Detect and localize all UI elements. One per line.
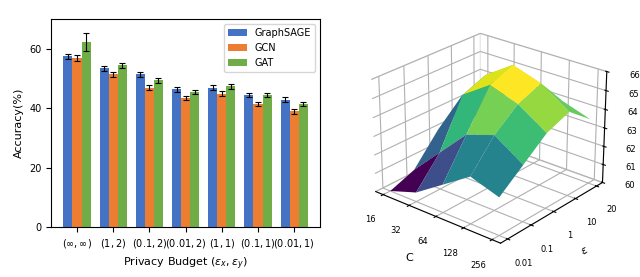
Bar bbox=[109, 74, 118, 227]
Bar bbox=[208, 88, 217, 227]
Bar bbox=[145, 88, 154, 227]
Y-axis label: $\epsilon$: $\epsilon$ bbox=[579, 244, 591, 257]
Bar bbox=[136, 74, 145, 227]
Bar bbox=[227, 86, 236, 227]
Bar bbox=[299, 104, 308, 227]
X-axis label: Privacy Budget $(\epsilon_x, \epsilon_y)$: Privacy Budget $(\epsilon_x, \epsilon_y)… bbox=[123, 255, 248, 272]
Bar bbox=[154, 80, 163, 227]
X-axis label: C: C bbox=[405, 253, 413, 263]
Y-axis label: Accuracy(%): Accuracy(%) bbox=[13, 88, 24, 158]
Bar bbox=[81, 42, 91, 227]
Bar bbox=[190, 92, 199, 227]
Bar bbox=[181, 98, 190, 227]
Bar bbox=[118, 65, 127, 227]
Bar bbox=[262, 95, 271, 227]
Bar bbox=[63, 57, 72, 227]
Bar bbox=[253, 104, 262, 227]
Bar bbox=[100, 68, 109, 227]
Bar bbox=[290, 111, 299, 227]
Bar bbox=[217, 94, 227, 227]
Bar bbox=[244, 95, 253, 227]
Bar bbox=[280, 99, 290, 227]
Bar bbox=[72, 58, 81, 227]
Bar bbox=[172, 89, 181, 227]
Legend: GraphSAGE, GCN, GAT: GraphSAGE, GCN, GAT bbox=[224, 24, 315, 72]
